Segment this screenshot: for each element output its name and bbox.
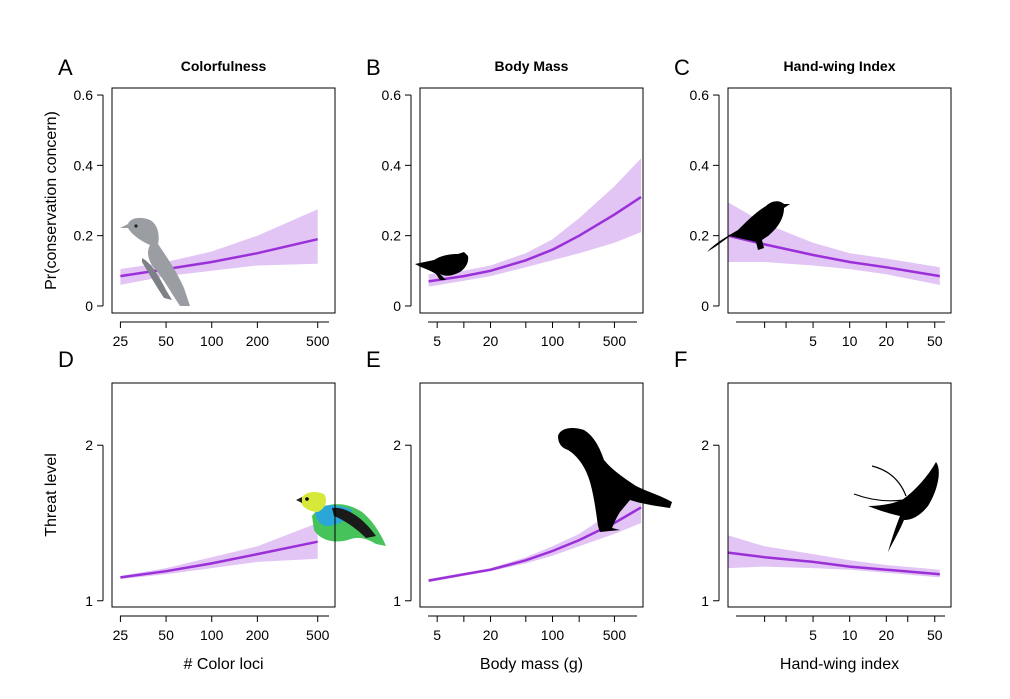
- x-tick-label: 5: [433, 627, 441, 643]
- x-tick-label: 50: [158, 627, 174, 643]
- panel-c: 5 10 20 50 0 0.2 0.4 0.6C Hand-wing Index: [674, 55, 952, 349]
- panel-title: Colorfulness: [181, 58, 267, 74]
- tanager-eye: [305, 497, 309, 501]
- y-tick-label: 1: [701, 593, 709, 609]
- y-tick-label: 0.6: [74, 87, 94, 103]
- panel-b: 5 20 100 500 0 0.2 0.4 0.6B Body Mass: [366, 55, 644, 349]
- perched-bird-shape: [707, 201, 790, 252]
- small-bird-shape: [415, 252, 469, 280]
- y-tick-label: 0.4: [382, 157, 402, 173]
- x-tick-label: 25: [113, 333, 129, 349]
- y-tick-label: 0.6: [690, 87, 710, 103]
- x-tick-label: 20: [879, 627, 895, 643]
- panel-a: 25 50 100 200 500 0 0.2 0.4 0.6A Colorfulness Pr(c…: [43, 55, 336, 349]
- y-tick-label: 1: [393, 593, 401, 609]
- panel-letter: A: [58, 55, 73, 80]
- perched-bird-icon: [707, 201, 790, 252]
- y-tick-label: 2: [85, 437, 93, 453]
- fitted-line: [727, 551, 940, 576]
- x-tick-label: 5: [809, 333, 817, 349]
- panel-d: 25 50 100 200 500 1 2 D # Color loci Threat level: [43, 347, 386, 673]
- fitted-line: [120, 540, 318, 579]
- x-tick-label: 10: [842, 333, 858, 349]
- x-tick-label: 50: [158, 333, 174, 349]
- fitted-line: [428, 195, 642, 283]
- x-tick-label: 100: [200, 333, 224, 349]
- panel-letter: E: [366, 347, 381, 372]
- confidence-ribbon: [428, 488, 642, 583]
- y-tick-label: 0.2: [690, 228, 710, 244]
- swallow-icon: [853, 462, 939, 552]
- panel-letter: F: [674, 347, 687, 372]
- parrot-icon: [558, 428, 672, 532]
- y-tick-label: 1: [85, 593, 93, 609]
- x-tick-label: 100: [200, 627, 224, 643]
- swallow-tail-streamer: [871, 465, 907, 497]
- y-tick-label: 0: [85, 298, 93, 314]
- grey-bird-wing: [142, 258, 172, 300]
- panel-f: 5 10 20 50 1 2 F Hand-wing index: [674, 347, 952, 673]
- tanager-wing: [332, 507, 376, 538]
- y-tick-label: 2: [393, 437, 401, 453]
- plot-frame: [727, 382, 952, 608]
- y-tick-label: 0.2: [382, 228, 402, 244]
- plot-frame: [111, 87, 336, 314]
- x-tick-label: 100: [541, 333, 565, 349]
- y-axis-label: Pr(conservation concern): [43, 111, 60, 290]
- y-tick-label: 0: [701, 298, 709, 314]
- parrot-shape: [558, 428, 672, 532]
- y-axis-label: Threat level: [43, 453, 60, 537]
- x-tick-label: 10: [842, 627, 858, 643]
- x-tick-label: 500: [306, 627, 330, 643]
- panel-letter: B: [366, 55, 381, 80]
- x-tick-label: 5: [809, 627, 817, 643]
- x-tick-label: 500: [603, 333, 627, 349]
- panel-e: 5 20 100 500 1 2 E Body mass (g): [366, 347, 672, 673]
- y-tick-label: 0.2: [74, 228, 94, 244]
- panel-title: Hand-wing Index: [784, 58, 896, 74]
- confidence-ribbon: [728, 535, 940, 578]
- y-tick-label: 0.4: [74, 157, 94, 173]
- x-tick-label: 500: [603, 627, 627, 643]
- panel-title: Body Mass: [495, 58, 569, 74]
- tanager-head: [300, 492, 326, 512]
- x-tick-label: 500: [306, 333, 330, 349]
- plot-frame: [419, 87, 644, 314]
- x-axis-label: # Color loci: [183, 656, 263, 673]
- y-tick-label: 0.6: [382, 87, 402, 103]
- grey-bird-icon: [120, 217, 190, 306]
- x-tick-label: 200: [246, 627, 270, 643]
- panel-letter: D: [58, 347, 74, 372]
- y-tick-label: 0: [393, 298, 401, 314]
- x-tick-label: 20: [483, 333, 499, 349]
- x-tick-label: 20: [483, 627, 499, 643]
- grey-bird-body: [120, 217, 190, 306]
- swallow-body: [868, 462, 939, 552]
- confidence-ribbon: [728, 202, 940, 285]
- x-tick-label: 5: [433, 333, 441, 349]
- plot-frame: [111, 382, 336, 608]
- tanager-beak: [296, 497, 302, 503]
- confidence-ribbon: [120, 523, 318, 579]
- plot-frame: [727, 87, 952, 314]
- x-tick-label: 200: [246, 333, 270, 349]
- panel-letter: C: [674, 55, 690, 80]
- x-axis-label: Body mass (g): [480, 656, 583, 673]
- x-tick-label: 100: [541, 627, 565, 643]
- y-tick-label: 0.4: [690, 157, 710, 173]
- grey-bird-eye: [134, 224, 138, 228]
- y-tick-label: 2: [701, 437, 709, 453]
- tanager-icon: [296, 492, 386, 546]
- swallow-tail-streamer: [853, 493, 905, 502]
- x-axis-label: Hand-wing index: [780, 656, 899, 673]
- plot-frame: [419, 382, 644, 608]
- x-tick-label: 20: [879, 333, 895, 349]
- x-tick-label: 25: [113, 627, 129, 643]
- x-tick-label: 50: [927, 333, 943, 349]
- small-bird-icon: [415, 252, 469, 280]
- x-tick-label: 50: [927, 627, 943, 643]
